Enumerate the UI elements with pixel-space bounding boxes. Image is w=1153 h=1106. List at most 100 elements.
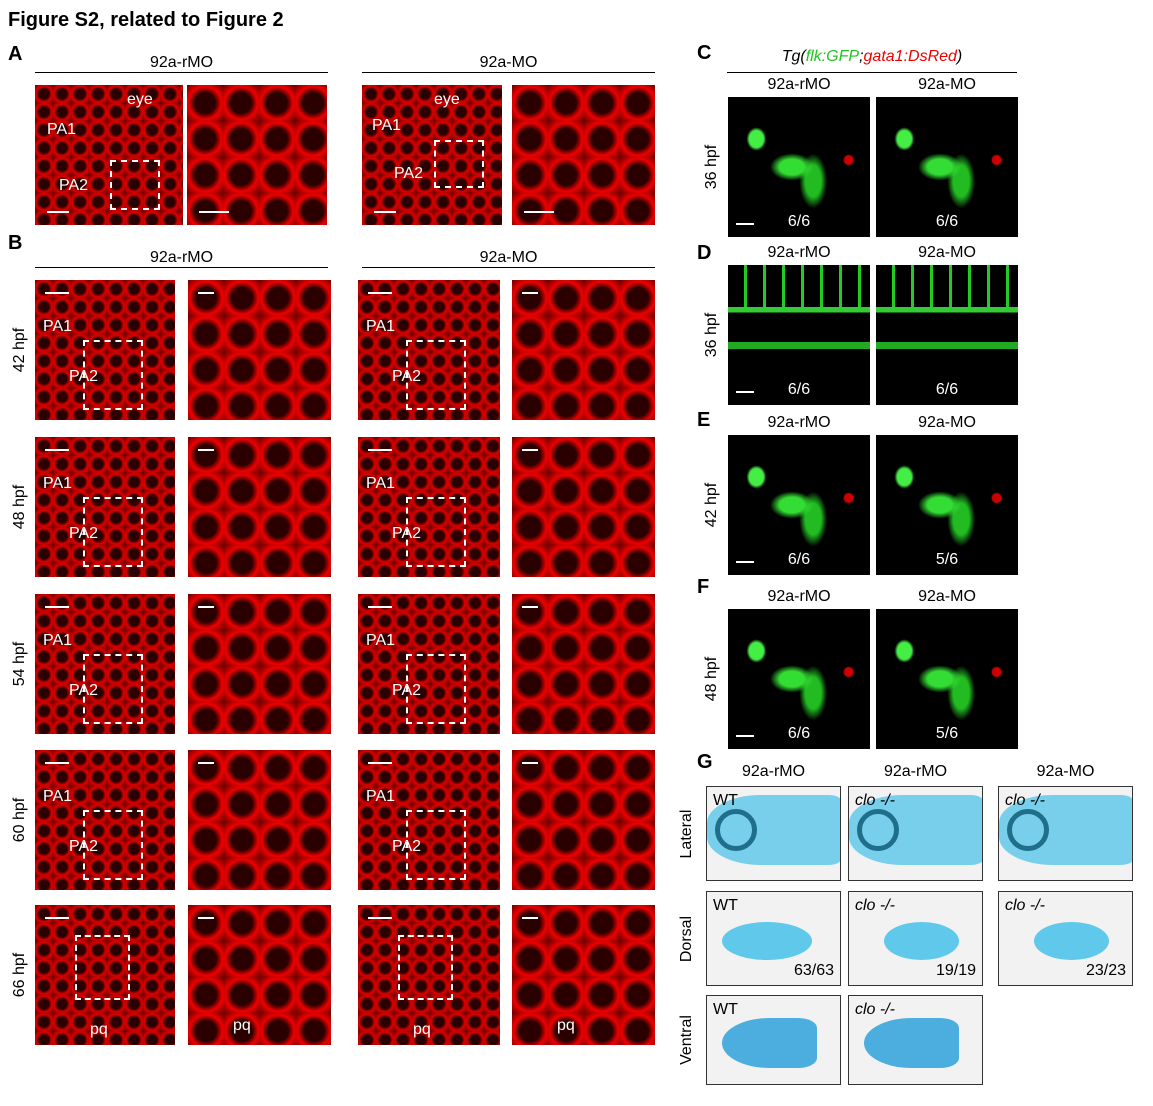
- stained-larva: clo -/- 23/23: [998, 891, 1133, 986]
- micrograph: [188, 750, 331, 890]
- genotype-label: clo -/-: [855, 897, 895, 914]
- column-header: 92a-MO: [918, 244, 976, 261]
- micrograph: 5/6: [876, 609, 1018, 749]
- image-label: pq: [557, 1017, 575, 1034]
- micrograph: PA1 PA2: [35, 280, 175, 420]
- inset-box: [110, 160, 160, 210]
- header-rule: [727, 72, 1017, 73]
- micrograph: [188, 594, 331, 734]
- micrograph: PA1 PA2: [35, 437, 175, 577]
- micrograph: 6/6: [728, 609, 870, 749]
- scale-bar: [736, 735, 754, 737]
- eye: [1007, 809, 1049, 851]
- inset-box: [83, 810, 143, 880]
- reporter-part: Tg(: [781, 48, 806, 65]
- micrograph: [512, 280, 655, 420]
- column-header: 92a-rMO: [149, 249, 214, 266]
- scale-bar: [374, 211, 396, 213]
- scale-bar: [522, 762, 538, 764]
- micrograph: [512, 750, 655, 890]
- inset-box: [398, 935, 453, 1000]
- column-header: 92a-rMO: [741, 763, 806, 780]
- micrograph: pq: [35, 905, 175, 1045]
- scale-bar: [368, 917, 392, 919]
- panel-letter: B: [8, 232, 23, 254]
- column-header: 92a-MO: [1036, 763, 1095, 780]
- stained-larva: clo -/- 19/19: [848, 891, 983, 986]
- cartilage: [1034, 922, 1109, 960]
- micrograph: 6/6: [876, 265, 1018, 405]
- header-rule: [35, 72, 328, 73]
- micrograph: PA1 PA2: [358, 280, 500, 420]
- inset-box: [83, 340, 143, 410]
- micrograph: pq: [358, 905, 500, 1045]
- count-label: 6/6: [787, 725, 811, 742]
- count-label: 19/19: [935, 962, 976, 979]
- panel-letter: E: [697, 409, 711, 431]
- image-label: PA1: [372, 117, 402, 134]
- micrograph: [512, 437, 655, 577]
- stage-label: 36 hpf: [703, 312, 720, 358]
- image-label: pq: [233, 1017, 251, 1034]
- panel-letter: F: [697, 576, 710, 598]
- count-label: 5/6: [935, 725, 959, 742]
- image-label: PA2: [394, 165, 424, 182]
- image-label: PA1: [43, 318, 73, 335]
- scale-bar: [45, 917, 69, 919]
- column-header: 92a-MO: [918, 76, 976, 93]
- stained-larva: clo -/-: [848, 786, 983, 881]
- stage-label: 42 hpf: [703, 482, 720, 528]
- image-label: PA1: [43, 475, 73, 492]
- image-label: PA1: [366, 632, 396, 649]
- stained-larva: clo -/-: [848, 995, 983, 1085]
- count-label: 6/6: [787, 551, 811, 568]
- stained-larva: WT: [706, 786, 841, 881]
- count-label: 63/63: [793, 962, 834, 979]
- stage-label: 54 hpf: [11, 641, 28, 687]
- micrograph: [512, 85, 655, 225]
- genotype-label: clo -/-: [1005, 792, 1045, 809]
- micrograph: PA1 PA2: [35, 750, 175, 890]
- scale-bar: [198, 449, 214, 451]
- micrograph: [187, 85, 327, 225]
- scale-bar: [522, 606, 538, 608]
- inset-box: [434, 140, 484, 188]
- micrograph: PA1 PA2: [35, 594, 175, 734]
- scale-bar: [199, 211, 229, 213]
- stage-label: 48 hpf: [703, 656, 720, 702]
- column-header: 92a-rMO: [883, 763, 948, 780]
- inset-box: [83, 497, 143, 567]
- scale-bar: [522, 449, 538, 451]
- image-label: PA1: [366, 788, 396, 805]
- micrograph: 6/6: [728, 435, 870, 575]
- inset-box: [406, 497, 466, 567]
- image-label: PA1: [47, 121, 77, 138]
- micrograph: eye PA1 PA2: [35, 85, 183, 225]
- micrograph: PA1 PA2: [358, 437, 500, 577]
- column-header: 92a-rMO: [767, 244, 831, 261]
- image-label: pq: [413, 1021, 431, 1038]
- column-header: 92a-rMO: [149, 54, 214, 71]
- cartilage: [884, 922, 959, 960]
- micrograph: 6/6: [728, 97, 870, 237]
- reporter-part: gata1:DsRed: [863, 48, 957, 65]
- micrograph: 5/6: [876, 435, 1018, 575]
- stained-larva: clo -/-: [998, 786, 1133, 881]
- scale-bar: [522, 917, 538, 919]
- micrograph: [512, 594, 655, 734]
- cartilage: [722, 1018, 817, 1068]
- micrograph: pq: [188, 905, 331, 1045]
- count-label: 6/6: [787, 213, 811, 230]
- micrograph: [188, 437, 331, 577]
- panel-letter: G: [697, 751, 713, 773]
- stained-larva: WT 63/63: [706, 891, 841, 986]
- image-label: PA2: [69, 838, 99, 855]
- panel-letter: A: [8, 43, 23, 65]
- image-label: eye: [127, 91, 153, 108]
- micrograph: [188, 280, 331, 420]
- scale-bar: [524, 211, 554, 213]
- scale-bar: [368, 449, 392, 451]
- image-label: PA2: [392, 838, 422, 855]
- scale-bar: [198, 292, 214, 294]
